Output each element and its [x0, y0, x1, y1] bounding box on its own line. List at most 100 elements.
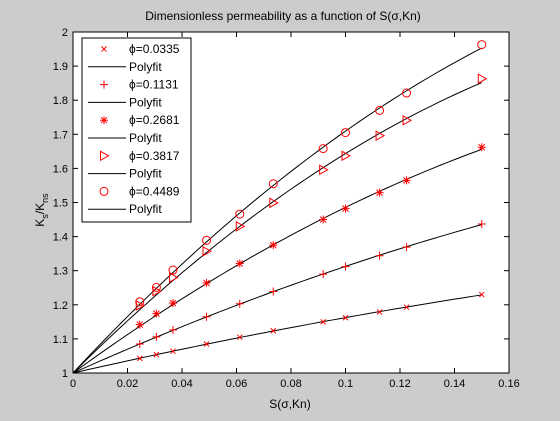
- data-point: [318, 144, 328, 154]
- data-point: [320, 318, 327, 325]
- x-tick-label: 0.14: [444, 378, 465, 390]
- data-point: [151, 282, 161, 292]
- legend-fit-label: Polyfit: [129, 167, 162, 181]
- y-tick-label: 1.4: [53, 232, 68, 244]
- data-point: [152, 285, 162, 297]
- data-point: [341, 150, 352, 162]
- polyfit-line: [72, 294, 482, 374]
- data-point: [168, 265, 178, 275]
- x-axis-label: S(σ,Kn): [269, 397, 310, 411]
- data-point: [269, 287, 278, 296]
- data-point: [235, 209, 245, 219]
- legend-fit-label: Polyfit: [129, 202, 162, 216]
- data-point: [376, 309, 383, 315]
- legend-fit-label: Polyfit: [129, 60, 162, 74]
- data-point: [477, 219, 486, 228]
- data-point: [341, 204, 350, 213]
- polyfit-line: [72, 82, 482, 374]
- x-axis-ticks: 0 0.02 0.04 0.06 0.08 0.1 0.12 0.14 0.16: [70, 32, 520, 390]
- data-point: [135, 297, 145, 307]
- legend-fit-label: Polyfit: [129, 131, 162, 145]
- y-tick-label: 1.9: [53, 61, 68, 73]
- data-point: [153, 351, 160, 358]
- data-point: [169, 326, 178, 335]
- data-markers: [135, 40, 488, 362]
- data-point: [402, 88, 412, 98]
- data-point: [375, 105, 385, 115]
- x-tick-label: 0.12: [389, 378, 410, 390]
- data-point: [403, 304, 410, 311]
- data-point: [169, 299, 178, 308]
- legend-series-label: ϕ=0.4489: [129, 184, 180, 198]
- data-point: [152, 332, 161, 341]
- data-point: [203, 341, 210, 347]
- data-point: [202, 235, 212, 245]
- data-point: [270, 327, 277, 334]
- chart-title: Dimensionless permeability as a function…: [145, 9, 421, 23]
- y-axis-ticks: 1 1.1 1.2 1.3 1.4 1.5 1.6 1.7 1.8 1.9 2: [53, 27, 509, 380]
- data-point: [341, 262, 350, 271]
- data-point: [402, 243, 411, 252]
- y-tick-label: 1.8: [53, 95, 68, 107]
- y-tick-label: 1: [62, 368, 68, 380]
- x-tick-label: 0: [70, 378, 76, 390]
- data-point: [235, 259, 244, 268]
- data-point: [135, 300, 146, 311]
- y-tick-label: 1.7: [53, 129, 68, 141]
- data-point: [235, 221, 246, 232]
- legend-marker: [100, 80, 108, 89]
- data-point: [341, 128, 350, 138]
- y-tick-label: 1.5: [53, 198, 68, 210]
- y-axis-label-mid: /K: [33, 203, 47, 214]
- data-point: [269, 241, 278, 250]
- data-point: [375, 188, 384, 197]
- legend: ϕ=0.0335 Polyfit ϕ=0.1131 Polyfit ϕ=0.2681 Po…: [81, 37, 192, 223]
- data-point: [269, 197, 279, 209]
- data-point: [135, 340, 144, 349]
- legend-marker: [100, 116, 108, 125]
- y-tick-label: 1.1: [53, 334, 68, 346]
- data-point: [235, 299, 244, 308]
- data-point: [319, 164, 329, 176]
- data-point: [152, 309, 161, 318]
- legend-marker: [99, 186, 109, 196]
- legend-marker: [101, 46, 107, 52]
- y-tick-label: 1.2: [53, 300, 68, 312]
- data-point: [402, 176, 411, 185]
- legend-series-label: ϕ=0.1131: [129, 78, 179, 92]
- data-point: [202, 245, 213, 257]
- legend-series-label: ϕ=0.3817: [129, 149, 180, 163]
- x-tick-label: 0.1: [338, 378, 353, 390]
- y-axis-label-sub-1: s: [40, 214, 50, 219]
- data-point: [319, 270, 328, 279]
- data-point: [375, 251, 384, 260]
- data-point: [375, 130, 386, 142]
- x-tick-label: 0.06: [226, 378, 247, 390]
- data-point: [478, 291, 485, 298]
- data-point: [319, 215, 328, 224]
- data-point: [135, 320, 144, 329]
- legend-marker: [100, 150, 110, 162]
- y-tick-label: 2: [62, 27, 68, 39]
- data-point: [236, 334, 243, 341]
- data-point: [342, 314, 349, 321]
- data-point: [170, 348, 176, 355]
- y-tick-label: 1.6: [53, 163, 68, 175]
- data-point: [402, 114, 413, 126]
- x-tick-label: 0.04: [171, 378, 192, 390]
- x-tick-label: 0.16: [498, 378, 519, 390]
- legend-series-label: ϕ=0.0335: [129, 42, 180, 56]
- data-point: [169, 272, 179, 283]
- polyfit-line: [72, 224, 482, 374]
- data-point: [477, 143, 486, 152]
- y-axis-label-main: K: [33, 219, 47, 227]
- x-tick-label: 0.02: [117, 378, 138, 390]
- data-point: [202, 278, 211, 287]
- legend-series-label: ϕ=0.2681: [129, 113, 180, 127]
- legend-fit-label: Polyfit: [129, 95, 162, 109]
- y-axis-label-sub-2: ns: [40, 193, 50, 203]
- y-tick-label: 1.3: [53, 266, 68, 278]
- data-point: [136, 355, 143, 362]
